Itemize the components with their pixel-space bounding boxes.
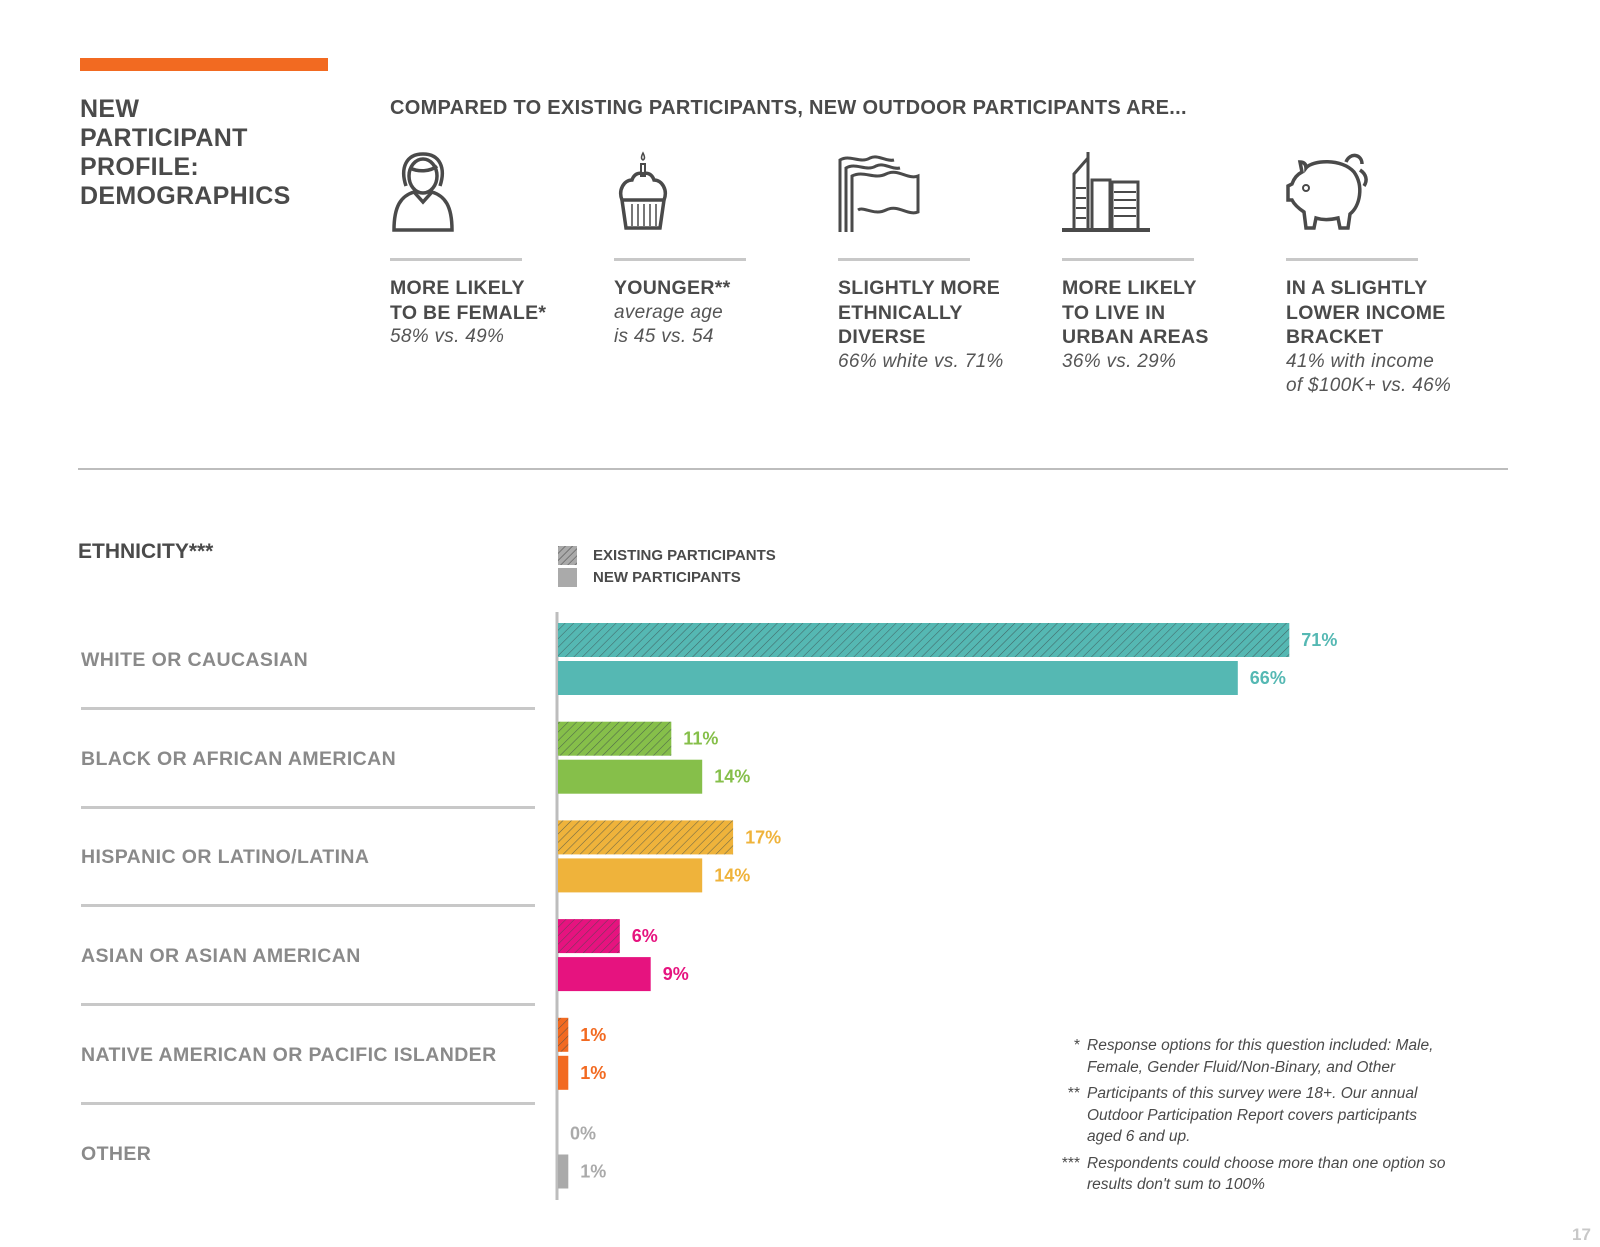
piggy-bank-icon	[1286, 153, 1368, 230]
stat-headline: MORE LIKELY TO BE FEMALE* 58% vs. 49%	[390, 276, 546, 350]
data-label: 9%	[663, 964, 689, 984]
data-label: 17%	[745, 827, 781, 847]
row-separator	[81, 707, 535, 710]
data-label: 14%	[714, 767, 750, 787]
footnote: *** Respondents could choose more than on…	[1061, 1154, 1446, 1194]
stat-rule	[1286, 258, 1418, 261]
title-line: DEMOGRAPHICS	[80, 182, 291, 210]
subtitle: COMPARED TO EXISTING PARTICIPANTS, NEW O…	[390, 97, 1187, 119]
data-label: 1%	[580, 1162, 606, 1182]
title-line: PROFILE:	[80, 153, 200, 181]
title-line: NEW	[80, 95, 140, 123]
bar-existing	[558, 1017, 569, 1052]
flags-icon	[838, 155, 920, 232]
category-label: WHITE OR CAUCASIAN	[81, 649, 309, 671]
legend-swatch-hatched	[558, 546, 577, 565]
bar-new	[558, 957, 651, 992]
buildings-icon	[1062, 152, 1150, 232]
category-label: HISPANIC OR LATINO/LATINA	[81, 846, 370, 869]
stat-diverse: SLIGHTLY MORE ETHNICALLY DIVERSE 66% whit…	[838, 150, 1038, 372]
data-label: 0%	[570, 1124, 596, 1144]
footnote: * Response options for this question incl…	[1073, 1037, 1434, 1076]
stat-rule	[1062, 258, 1194, 261]
bar-existing	[558, 623, 1290, 657]
stat-headline: MORE LIKELY TO LIVE IN URBAN AREAS 36% vs…	[1062, 276, 1209, 374]
stat-rule	[390, 258, 522, 261]
chart-title: ETHNICITY***	[78, 540, 214, 563]
page-title: NEW PARTICIPANT PROFILE: DEMOGRAPHICS	[80, 95, 291, 211]
row-separator	[81, 904, 535, 908]
legend-label: EXISTING PARTICIPANTS	[593, 547, 776, 564]
bar-existing	[558, 919, 620, 954]
stat-rule	[614, 258, 746, 261]
stat-female: MORE LIKELY TO BE FEMALE* 58% vs. 49%	[390, 150, 590, 347]
stat-rule	[838, 258, 970, 261]
stat-headline: SLIGHTLY MORE ETHNICALLY DIVERSE 66% whit…	[838, 276, 1004, 374]
stat-detail: 66% white vs. 71%	[838, 350, 1004, 372]
footnotes: * Response options for this question incl…	[1050, 1035, 1450, 1201]
legend-existing: EXISTING PARTICIPANTS	[558, 546, 776, 565]
stat-younger: YOUNGER** average age is 45 vs. 54	[614, 150, 814, 347]
bar-new	[558, 858, 703, 893]
bar-new	[558, 1055, 569, 1090]
data-label: 71%	[1301, 630, 1337, 650]
data-label: 1%	[580, 1063, 606, 1083]
woman-icon	[392, 152, 454, 232]
legend-swatch-solid	[558, 568, 577, 587]
category-label: BLACK OR AFRICAN AMERICAN	[81, 747, 397, 770]
data-label: 66%	[1250, 668, 1286, 688]
bar-new	[558, 1154, 569, 1189]
cupcake-icon	[619, 151, 667, 230]
accent-bar	[80, 58, 328, 71]
stat-detail: 41% with income of $100K+ vs. 46%	[1286, 350, 1452, 397]
bar-new	[558, 759, 703, 794]
row-separator	[81, 805, 535, 809]
bar-existing	[558, 820, 734, 855]
legend-new: NEW PARTICIPANTS	[558, 568, 741, 587]
bar-existing	[558, 721, 672, 756]
data-label: 14%	[714, 865, 750, 885]
footnote: ** Participants of this survey were 18+. …	[1067, 1085, 1418, 1145]
category-label: OTHER	[81, 1142, 152, 1165]
section-divider	[78, 468, 1508, 470]
category-label: NATIVE AMERICAN OR PACIFIC ISLANDER	[81, 1043, 497, 1066]
data-label: 11%	[683, 729, 718, 749]
title-line: PARTICIPANT	[80, 124, 248, 152]
stat-detail: 58% vs. 49%	[390, 326, 505, 347]
stat-detail: 36% vs. 29%	[1062, 350, 1177, 372]
stat-urban: MORE LIKELY TO LIVE IN URBAN AREAS 36% vs…	[1062, 150, 1262, 372]
stat-headline: YOUNGER** average age is 45 vs. 54	[614, 276, 730, 350]
stat-income: IN A SLIGHTLY LOWER INCOME BRACKET 41% wi…	[1286, 150, 1486, 396]
bar-new	[558, 661, 1238, 695]
row-separator	[81, 1003, 535, 1007]
stat-detail: average age is 45 vs. 54	[614, 301, 723, 348]
row-separator	[81, 1101, 535, 1105]
stat-headline: IN A SLIGHTLY LOWER INCOME BRACKET 41% wi…	[1286, 276, 1451, 399]
page-number: 17	[1572, 1225, 1591, 1244]
legend-label: NEW PARTICIPANTS	[593, 569, 741, 586]
category-label: ASIAN OR ASIAN AMERICAN	[81, 945, 361, 968]
data-label: 1%	[580, 1025, 606, 1045]
data-label: 6%	[632, 926, 658, 946]
